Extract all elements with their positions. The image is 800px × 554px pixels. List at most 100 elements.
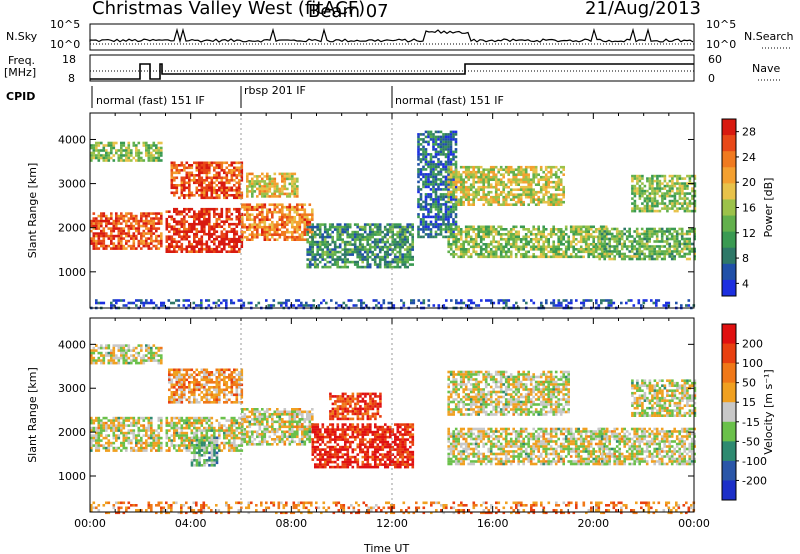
data-cell [663, 207, 667, 210]
data-cell [157, 159, 161, 162]
data-cell [110, 149, 113, 152]
data-cell [217, 299, 221, 302]
data-cell [595, 301, 598, 305]
data-cell [92, 232, 96, 235]
data-cell [527, 240, 530, 244]
data-cell [110, 234, 113, 238]
data-cell [230, 227, 234, 231]
data-cell [454, 185, 458, 189]
data-cell [507, 243, 510, 246]
data-cell [462, 180, 465, 184]
data-cell [630, 242, 634, 246]
data-cell [238, 191, 241, 195]
data-cell [542, 243, 545, 246]
data-cell [459, 255, 463, 259]
data-cell [477, 190, 480, 194]
data-cell [579, 240, 583, 244]
data-cell [492, 168, 495, 171]
data-cell [517, 168, 520, 171]
data-cell [628, 255, 631, 258]
data-cell [658, 247, 661, 251]
data-cell [532, 165, 535, 169]
data-cell [97, 301, 101, 305]
data-cell [457, 301, 461, 305]
data-cell [592, 240, 595, 244]
data-cell [188, 166, 191, 170]
data-cell [218, 174, 221, 177]
data-cell [363, 225, 367, 229]
data-cell [549, 233, 553, 236]
data-cell [442, 235, 445, 239]
data-cell [175, 220, 179, 223]
data-cell [479, 248, 483, 251]
data-cell [666, 207, 669, 210]
data-cell [150, 234, 153, 238]
data-cell [509, 250, 513, 254]
data-cell [276, 230, 279, 234]
data-cell [424, 233, 428, 236]
data-cell [417, 155, 420, 159]
data-cell [419, 168, 423, 171]
data-cell [472, 228, 475, 231]
data-cell [351, 230, 354, 234]
data-cell [434, 168, 438, 171]
data-cell [256, 208, 259, 211]
data-cell [115, 434, 118, 437]
data-band [90, 416, 163, 452]
data-cell [487, 180, 490, 184]
data-cell [434, 135, 438, 139]
data-cell [266, 182, 269, 186]
data-cell [509, 228, 513, 231]
data-cell [281, 185, 284, 188]
data-cell [434, 163, 438, 166]
data-cell [92, 444, 96, 447]
data-cell [403, 265, 407, 269]
data-cell [208, 207, 211, 211]
data-cell [653, 232, 656, 236]
data-cell [228, 210, 231, 213]
data-cell [180, 247, 184, 251]
data-cell [137, 227, 141, 230]
data-cell [424, 175, 428, 179]
data-cell [663, 204, 667, 208]
data-cell [135, 299, 138, 302]
data-cell [557, 230, 560, 234]
data-cell [464, 165, 468, 169]
data-cell [633, 187, 637, 190]
data-cell [444, 163, 448, 166]
data-cell [608, 250, 611, 253]
data-cell [396, 230, 399, 234]
data-cell [449, 225, 453, 229]
data-cell [454, 160, 458, 164]
data-cell [180, 242, 184, 246]
data-cell [142, 242, 146, 245]
data-cell [552, 233, 555, 236]
data-cell [539, 175, 543, 179]
data-cell [170, 242, 174, 246]
data-cell [477, 165, 480, 169]
data-cell [534, 168, 538, 171]
data-cell [388, 248, 392, 251]
data-cell [422, 158, 425, 161]
data-cell [335, 301, 338, 305]
data-cell [607, 304, 611, 307]
data-cell [444, 205, 448, 209]
data-cell [472, 190, 475, 194]
data-cell [398, 238, 402, 241]
data-cell [251, 182, 254, 186]
data-cell [457, 255, 460, 259]
data-cell [572, 228, 575, 231]
data-cell [316, 223, 319, 226]
data-cell [140, 156, 143, 160]
data-cell [592, 248, 595, 251]
data-cell [235, 222, 239, 226]
data-cell [489, 195, 493, 199]
data-cell [454, 225, 458, 229]
data-cell [233, 222, 236, 226]
data-cell [514, 225, 518, 229]
data-cell [170, 191, 174, 195]
data-cell [378, 230, 382, 234]
data-cell [347, 299, 351, 302]
data-cell [688, 247, 691, 251]
data-cell [291, 177, 294, 181]
